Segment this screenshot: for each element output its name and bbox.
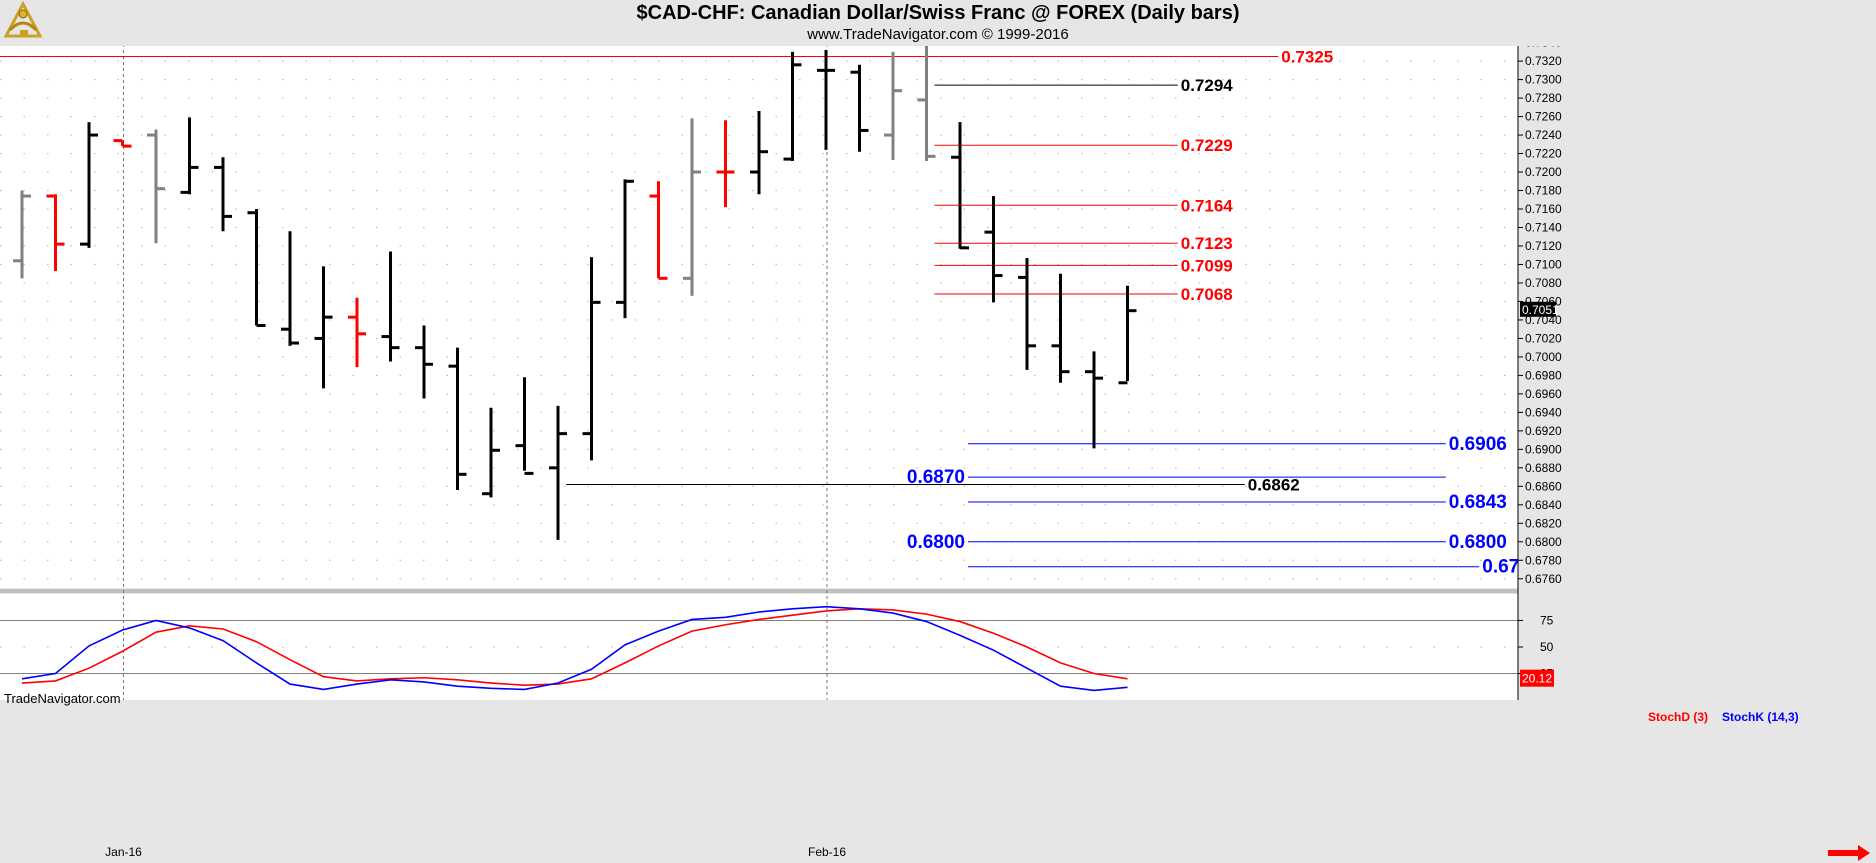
y-tick-label: 0.7220	[1525, 147, 1562, 161]
ohlc-bar	[817, 50, 835, 150]
chart-header: $CAD-CHF: Canadian Dollar/Swiss Franc @ …	[0, 0, 1876, 46]
sextant-logo-icon	[3, 0, 43, 38]
y-axis-area	[1518, 38, 1876, 700]
ohlc-bar	[683, 118, 701, 296]
stoch-last-label: 20.12	[1522, 672, 1552, 686]
ohlc-bar	[415, 325, 433, 399]
y-tick-label: 0.7240	[1525, 128, 1562, 142]
ohlc-bar	[80, 122, 98, 248]
ohlc-bar	[448, 347, 467, 491]
level-label: 0.6800	[907, 532, 965, 553]
y-tick-label: 0.7140	[1525, 220, 1562, 234]
y-tick-label: 0.7020	[1525, 331, 1562, 345]
y-tick-label: 0.7260	[1525, 110, 1562, 124]
level-label: 0.7068	[1181, 285, 1233, 304]
ohlc-bar	[951, 122, 969, 250]
ohlc-bar	[750, 111, 768, 195]
ohlc-bar	[515, 377, 534, 475]
ohlc-bar	[850, 64, 869, 152]
y-tick-label: 0.6820	[1525, 516, 1562, 530]
ohlc-bar	[348, 297, 366, 368]
ohlc-bar	[917, 42, 936, 161]
ohlc-bar	[783, 51, 802, 161]
y-tick-label: 0.7000	[1525, 350, 1562, 364]
y-tick-label: 0.7320	[1525, 54, 1562, 68]
ohlc-bar	[1018, 258, 1036, 370]
ohlc-bar	[314, 266, 333, 389]
scroll-right-arrow-icon[interactable]	[1828, 845, 1870, 861]
ohlc-bar	[247, 209, 266, 327]
y-tick-label: 0.6980	[1525, 368, 1562, 382]
level-label: 0.7294	[1181, 76, 1234, 95]
stoch-panel	[0, 594, 1518, 700]
level-label: 0.7123	[1181, 234, 1233, 253]
y-tick-label: 0.6880	[1525, 461, 1562, 475]
y-tick-label: 0.6900	[1525, 442, 1562, 456]
chart-subtitle: www.TradeNavigator.com © 1999-2016	[807, 26, 1069, 43]
ohlc-bar	[180, 117, 199, 195]
last-price-badge	[1520, 301, 1556, 317]
ohlc-bars	[13, 42, 1137, 540]
ohlc-bar	[147, 129, 165, 244]
y-tick-label: 0.6840	[1525, 498, 1562, 512]
stoch-legend-entry: StochK (14,3)	[1722, 710, 1799, 724]
stoch-tick-label: 50	[1540, 640, 1554, 654]
y-tick-label: 0.6940	[1525, 405, 1562, 419]
ohlc-bar	[482, 407, 500, 498]
y-tick-label: 0.6920	[1525, 424, 1562, 438]
level-label: 0.6862	[1248, 475, 1300, 494]
level-label: 0.6870	[907, 467, 965, 488]
level-label: 0.7325	[1281, 47, 1333, 66]
watermark-text: TradeNavigator.com	[4, 691, 121, 706]
y-tick-label: 0.7120	[1525, 239, 1562, 253]
level-label: 0.7164	[1181, 196, 1234, 215]
ohlc-bar	[582, 257, 601, 461]
level-label: 0.7099	[1181, 256, 1233, 275]
stoch-legend-entry: StochD (3)	[1648, 710, 1708, 724]
chart-title: $CAD-CHF: Canadian Dollar/Swiss Franc @ …	[636, 2, 1240, 24]
stoch-series-line	[21, 608, 1128, 686]
y-tick-label: 0.7080	[1525, 276, 1562, 290]
ohlc-bar	[716, 120, 735, 208]
ohlc-bar	[381, 251, 400, 362]
level-label: 0.7229	[1181, 136, 1233, 155]
stoch-tick-label: 75	[1540, 614, 1554, 628]
y-tick-label: 0.6860	[1525, 479, 1562, 493]
ohlc-bar	[214, 157, 232, 232]
y-tick-label: 0.6960	[1525, 387, 1562, 401]
y-tick-label: 0.7200	[1525, 165, 1562, 179]
level-label: 0.6800	[1449, 532, 1507, 553]
ohlc-bar	[549, 405, 567, 540]
x-tick-label: Jan-16	[105, 845, 142, 859]
ohlc-bar	[113, 139, 132, 148]
ohlc-bar	[281, 231, 299, 346]
ohlc-bar	[884, 51, 902, 161]
y-tick-label: 0.6780	[1525, 553, 1562, 567]
ohlc-bar	[984, 196, 1003, 303]
ohlc-bar	[616, 179, 634, 319]
y-tick-label: 0.7280	[1525, 91, 1562, 105]
ohlc-bar	[1118, 285, 1137, 385]
ohlc-bar	[1051, 273, 1070, 383]
stoch-series-line	[21, 605, 1128, 692]
y-tick-label: 0.6760	[1525, 572, 1562, 586]
y-tick-label: 0.7160	[1525, 202, 1562, 216]
y-tick-label: 0.7100	[1525, 257, 1562, 271]
y-tick-label: 0.7300	[1525, 73, 1562, 87]
level-label: 0.6843	[1449, 492, 1507, 513]
last-price-label: 0.7051	[1522, 303, 1559, 317]
ohlc-bar	[649, 181, 668, 280]
stoch-last-badge	[1520, 669, 1554, 687]
ohlc-bar	[46, 194, 65, 271]
x-tick-label: Feb-16	[808, 845, 846, 859]
y-tick-label: 0.6800	[1525, 535, 1562, 549]
ohlc-bar	[13, 190, 31, 279]
ohlc-bar	[1085, 351, 1103, 449]
level-label: 0.6906	[1449, 434, 1507, 455]
y-tick-label: 0.7180	[1525, 184, 1562, 198]
